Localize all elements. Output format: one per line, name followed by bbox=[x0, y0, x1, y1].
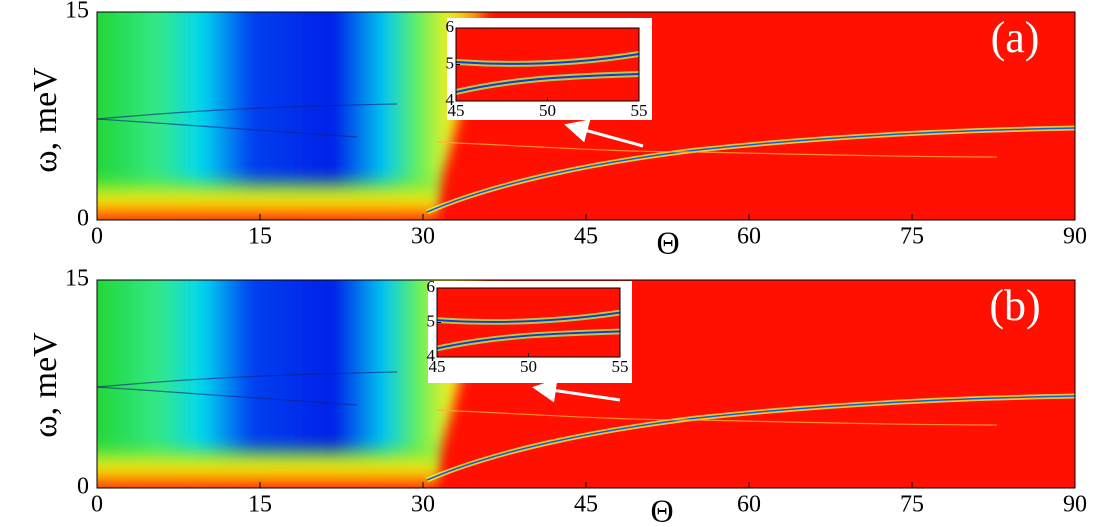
x-axis-label: Θ bbox=[650, 492, 673, 527]
inset-arrow bbox=[532, 378, 621, 403]
x-tick-label: 45 bbox=[574, 224, 598, 250]
inset-y-tick-label: 4 bbox=[427, 346, 436, 365]
y-tick-label: 15 bbox=[65, 0, 89, 24]
inset-y-tick-label: 4 bbox=[446, 90, 455, 109]
x-tick-label: 15 bbox=[248, 492, 272, 518]
x-tick-label: 75 bbox=[900, 224, 924, 250]
x-tick-label: 30 bbox=[411, 492, 435, 518]
x-tick-label: 0 bbox=[91, 492, 103, 518]
x-tick-label: 60 bbox=[737, 224, 761, 250]
panel-label: (b) bbox=[989, 281, 1040, 330]
inset-y-tick-label: 5 bbox=[427, 311, 436, 330]
y-tick-label: 0 bbox=[77, 206, 89, 232]
y-tick-label: 0 bbox=[77, 474, 89, 500]
inset-y-tick-label: 5 bbox=[446, 53, 455, 72]
x-tick-label: 90 bbox=[1063, 492, 1087, 518]
inset-y-tick-label: 6 bbox=[427, 277, 436, 296]
x-axis-label: Θ bbox=[656, 224, 679, 260]
y-axis-label: ω, meV bbox=[27, 332, 64, 438]
inset-arrow bbox=[564, 119, 644, 148]
x-tick-label: 75 bbox=[900, 492, 924, 518]
x-tick-label: 0 bbox=[91, 224, 103, 250]
inset-image bbox=[456, 28, 639, 101]
x-tick-label: 30 bbox=[411, 224, 435, 250]
inset-y-tick-label: 6 bbox=[446, 17, 455, 36]
inset-x-tick-label: 45 bbox=[429, 357, 446, 376]
y-axis-label: ω, meV bbox=[27, 67, 64, 173]
x-tick-label: 15 bbox=[248, 224, 272, 250]
inset-x-tick-label: 55 bbox=[612, 357, 629, 376]
x-tick-label: 60 bbox=[737, 492, 761, 518]
inset-x-tick-label: 50 bbox=[520, 357, 537, 376]
inset-x-tick-label: 55 bbox=[631, 101, 648, 120]
panel-label: (a) bbox=[991, 13, 1040, 62]
inset-x-tick-label: 50 bbox=[539, 101, 556, 120]
inset-x-tick-label: 45 bbox=[448, 101, 465, 120]
x-tick-label: 45 bbox=[574, 492, 598, 518]
y-tick-label: 15 bbox=[65, 266, 89, 292]
inset-image bbox=[437, 288, 620, 357]
x-tick-label: 90 bbox=[1063, 224, 1087, 250]
